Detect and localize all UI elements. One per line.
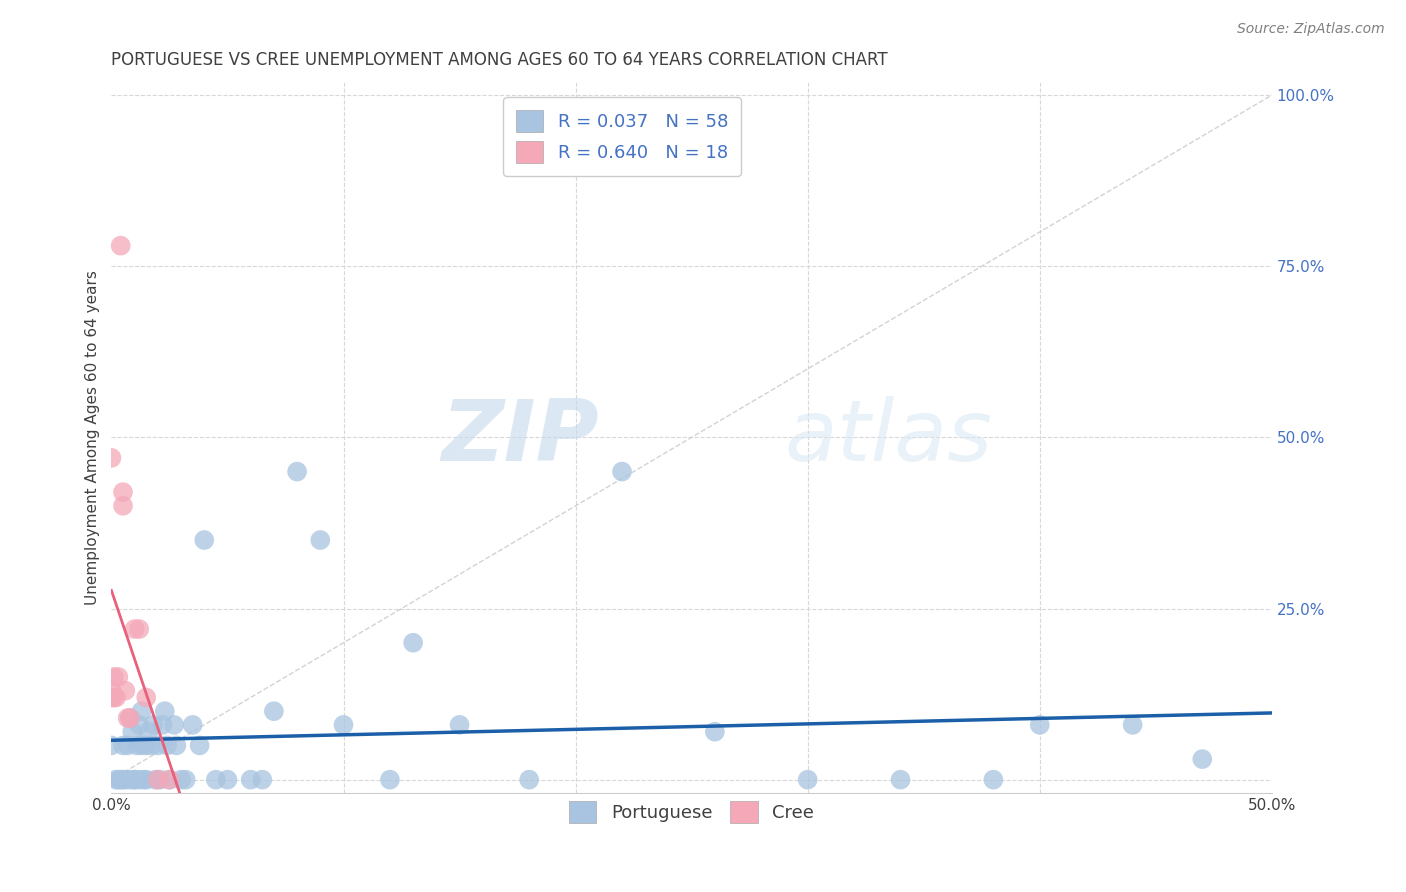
Point bbox=[100, 450, 122, 465]
Text: Source: ZipAtlas.com: Source: ZipAtlas.com bbox=[1237, 22, 1385, 37]
Point bbox=[124, 772, 146, 787]
Point bbox=[205, 772, 228, 787]
Point bbox=[163, 718, 186, 732]
Point bbox=[131, 704, 153, 718]
Point bbox=[146, 739, 169, 753]
Point bbox=[146, 772, 169, 787]
Point bbox=[114, 772, 136, 787]
Point bbox=[142, 718, 165, 732]
Point bbox=[114, 683, 136, 698]
Point bbox=[111, 499, 134, 513]
Point bbox=[889, 772, 911, 787]
Point bbox=[139, 739, 162, 753]
Point bbox=[1029, 718, 1052, 732]
Point bbox=[138, 724, 160, 739]
Point bbox=[110, 772, 132, 787]
Point bbox=[174, 772, 197, 787]
Point bbox=[103, 670, 125, 684]
Point bbox=[1191, 752, 1213, 766]
Point bbox=[449, 718, 471, 732]
Point bbox=[149, 772, 172, 787]
Point bbox=[131, 739, 153, 753]
Point bbox=[105, 772, 128, 787]
Point bbox=[124, 622, 146, 636]
Point bbox=[170, 772, 193, 787]
Point bbox=[983, 772, 1005, 787]
Point bbox=[332, 718, 354, 732]
Point bbox=[239, 772, 262, 787]
Point bbox=[111, 739, 134, 753]
Point bbox=[100, 683, 122, 698]
Point bbox=[105, 690, 128, 705]
Point bbox=[1122, 718, 1144, 732]
Point bbox=[111, 485, 134, 500]
Text: ZIP: ZIP bbox=[441, 396, 599, 479]
Point bbox=[117, 739, 139, 753]
Text: atlas: atlas bbox=[785, 396, 993, 479]
Point bbox=[153, 704, 176, 718]
Point bbox=[128, 772, 150, 787]
Point bbox=[309, 533, 332, 547]
Point bbox=[193, 533, 215, 547]
Point bbox=[128, 718, 150, 732]
Point bbox=[159, 772, 181, 787]
Text: PORTUGUESE VS CREE UNEMPLOYMENT AMONG AGES 60 TO 64 YEARS CORRELATION CHART: PORTUGUESE VS CREE UNEMPLOYMENT AMONG AG… bbox=[111, 51, 889, 69]
Point bbox=[107, 772, 129, 787]
Point bbox=[252, 772, 274, 787]
Point bbox=[156, 739, 179, 753]
Point bbox=[188, 739, 211, 753]
Point bbox=[121, 724, 143, 739]
Point bbox=[118, 711, 141, 725]
Point bbox=[128, 622, 150, 636]
Point bbox=[132, 772, 155, 787]
Point bbox=[103, 690, 125, 705]
Point bbox=[378, 772, 401, 787]
Point bbox=[107, 670, 129, 684]
Point bbox=[517, 772, 540, 787]
Point bbox=[263, 704, 285, 718]
Y-axis label: Unemployment Among Ages 60 to 64 years: Unemployment Among Ages 60 to 64 years bbox=[86, 270, 100, 605]
Point bbox=[165, 739, 187, 753]
Point bbox=[159, 772, 181, 787]
Point bbox=[145, 772, 167, 787]
Legend: Portuguese, Cree: Portuguese, Cree bbox=[558, 790, 825, 834]
Point bbox=[100, 739, 122, 753]
Point bbox=[135, 739, 157, 753]
Point bbox=[110, 238, 132, 252]
Point bbox=[118, 772, 141, 787]
Point bbox=[118, 711, 141, 725]
Point bbox=[125, 739, 148, 753]
Point bbox=[100, 690, 122, 705]
Point bbox=[402, 636, 425, 650]
Point bbox=[124, 772, 146, 787]
Point bbox=[181, 718, 204, 732]
Point bbox=[152, 718, 174, 732]
Point bbox=[135, 690, 157, 705]
Point bbox=[217, 772, 239, 787]
Point bbox=[703, 724, 725, 739]
Point bbox=[796, 772, 818, 787]
Point bbox=[111, 772, 134, 787]
Point bbox=[135, 772, 157, 787]
Point bbox=[285, 465, 308, 479]
Point bbox=[610, 465, 633, 479]
Point bbox=[117, 711, 139, 725]
